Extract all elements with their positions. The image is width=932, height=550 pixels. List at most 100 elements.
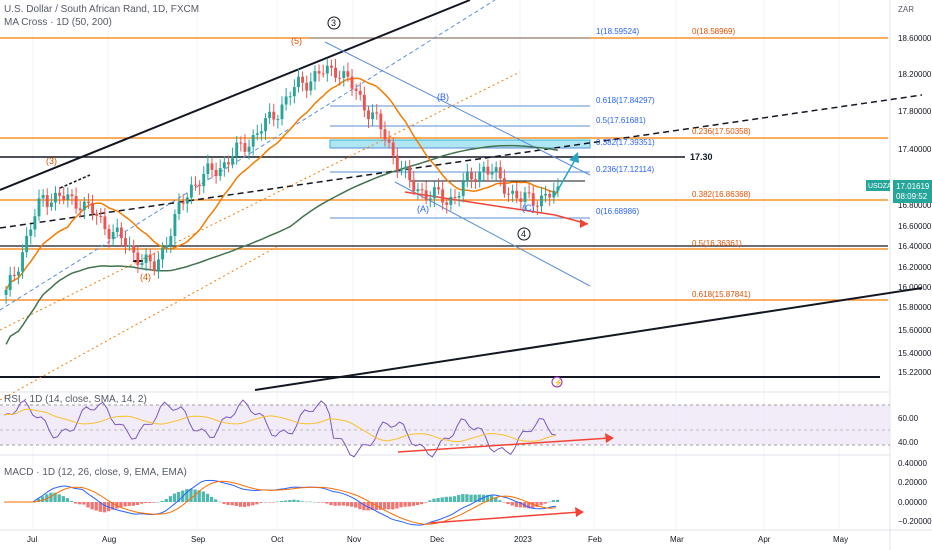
price-tick: 15.40000 [898,349,932,358]
time-tick: 2023 [514,535,532,544]
candle-body [173,213,177,237]
macd-hist-bar [452,496,457,502]
macd-hist-bar [218,501,222,503]
candle-body [412,179,416,192]
time-axis[interactable]: Jul Aug Sep Oct Nov Dec 2023 Feb Mar Apr May [27,535,848,544]
macd-hist-bar [86,502,90,508]
macd-hist-bar [255,502,259,505]
candle-body [301,76,305,83]
macd-hist-bar [238,502,243,507]
candle-body [214,169,218,177]
macd-hist-bar [148,502,152,503]
macd-hist-bar [399,502,403,508]
candle-body [292,87,296,97]
macd-hist-bar [127,502,131,506]
candle-body [70,194,74,197]
macd-hist-bar [49,492,53,502]
macd-hist-bar [74,502,78,504]
ma200-line [5,144,559,345]
wave-3s: (3) [46,156,57,166]
time-tick: Feb [588,535,602,544]
candle-body [115,227,119,233]
macd-hist-bar [94,502,98,511]
candle-body [91,202,94,214]
candle-body [511,190,515,194]
candle-body [474,179,478,183]
candle-body [453,196,457,198]
macd-hist-bar [234,502,238,506]
candle-body [49,202,53,207]
macd-hist-bar [78,502,82,505]
fib-r-0: 0(18.58969) [692,27,735,36]
macd-hist-bar [510,502,514,506]
macd-hist-bar [329,502,333,506]
candle-body [288,96,292,98]
time-tick: Oct [271,535,284,544]
macd-hist-bar [527,502,531,509]
macd-indicator-label[interactable]: MACD · 1D (12, 26, close, 9, EMA, EMA) [4,467,187,478]
fib-labels-right: 0(18.58969) 0.236(17.50358) 0.382(16.863… [692,27,751,299]
candle-body [103,216,107,230]
wave-4s: (4) [140,272,151,282]
candle-body [119,227,123,239]
candle-body [165,245,169,248]
candle-body [169,236,173,246]
fib-label-0: 0(16.68986) [596,207,639,216]
macd-hist-bar [502,502,506,503]
candle-body [432,187,436,199]
macd-hist-bar [36,498,41,502]
macd-hist-bar [61,496,65,502]
candle-body [540,195,543,207]
macd-hist-bar [403,502,407,507]
macd-hist-bar [214,499,218,502]
candle-body [535,205,539,207]
macd-hist-bar [391,502,395,510]
candle-body [375,112,379,114]
macd-hist-bar [551,500,556,502]
macd-hist-bar [131,502,135,506]
macd-hist-bar [378,502,383,510]
candle-body [231,156,235,165]
candle-body [478,171,482,183]
macd-hist-bar [312,501,317,503]
macd-hist-bar [411,502,416,506]
rsi-ma-line [3,408,557,443]
macd-hist-bar [201,491,205,502]
macd-hist-bar [172,493,177,502]
macd-hist-bar [135,502,140,506]
candle-body [482,166,486,172]
event-icon[interactable]: ⚡ [551,376,563,388]
candle-body [404,166,407,170]
macd-hist-bar [481,494,486,502]
macd-hist-bar [415,502,420,506]
macd-hist-bar [284,500,288,502]
candle-body [276,119,280,121]
candle-body [317,71,321,74]
candle-body [441,189,445,203]
candle-body [515,190,519,199]
fib-label-1: 1(18.59524) [596,27,639,36]
ma-indicator-label[interactable]: MA Cross · 1D (50, 200) [4,17,112,28]
macd-hist-bar [531,502,535,509]
time-tick: Nov [347,535,361,544]
macd-hist-bar [123,502,127,507]
price-tick: 16.80000 [898,201,932,210]
macd-hist-bar [263,501,267,503]
candle-body [194,184,197,186]
macd-hist-bar [230,502,234,506]
fib-label-0618: 0.618(17.84297) [596,96,655,105]
candle-body [78,208,82,211]
candle-body [313,71,317,82]
macd-tick: −0.20000 [898,517,932,526]
price-tick: 16.60000 [898,222,932,231]
candle-body [29,229,33,236]
price-axis[interactable]: 18.6000018.2000017.8000017.4000017.00000… [898,34,932,377]
rsi-indicator-label[interactable]: RSI · 1D (14, close, SMA, 14, 2) [4,394,147,405]
macd-hist-bar [300,501,304,502]
candle-body [527,192,531,194]
candle-body [99,215,103,217]
candle-body [33,216,37,230]
candle-body [490,172,494,175]
candle-body [457,195,461,198]
